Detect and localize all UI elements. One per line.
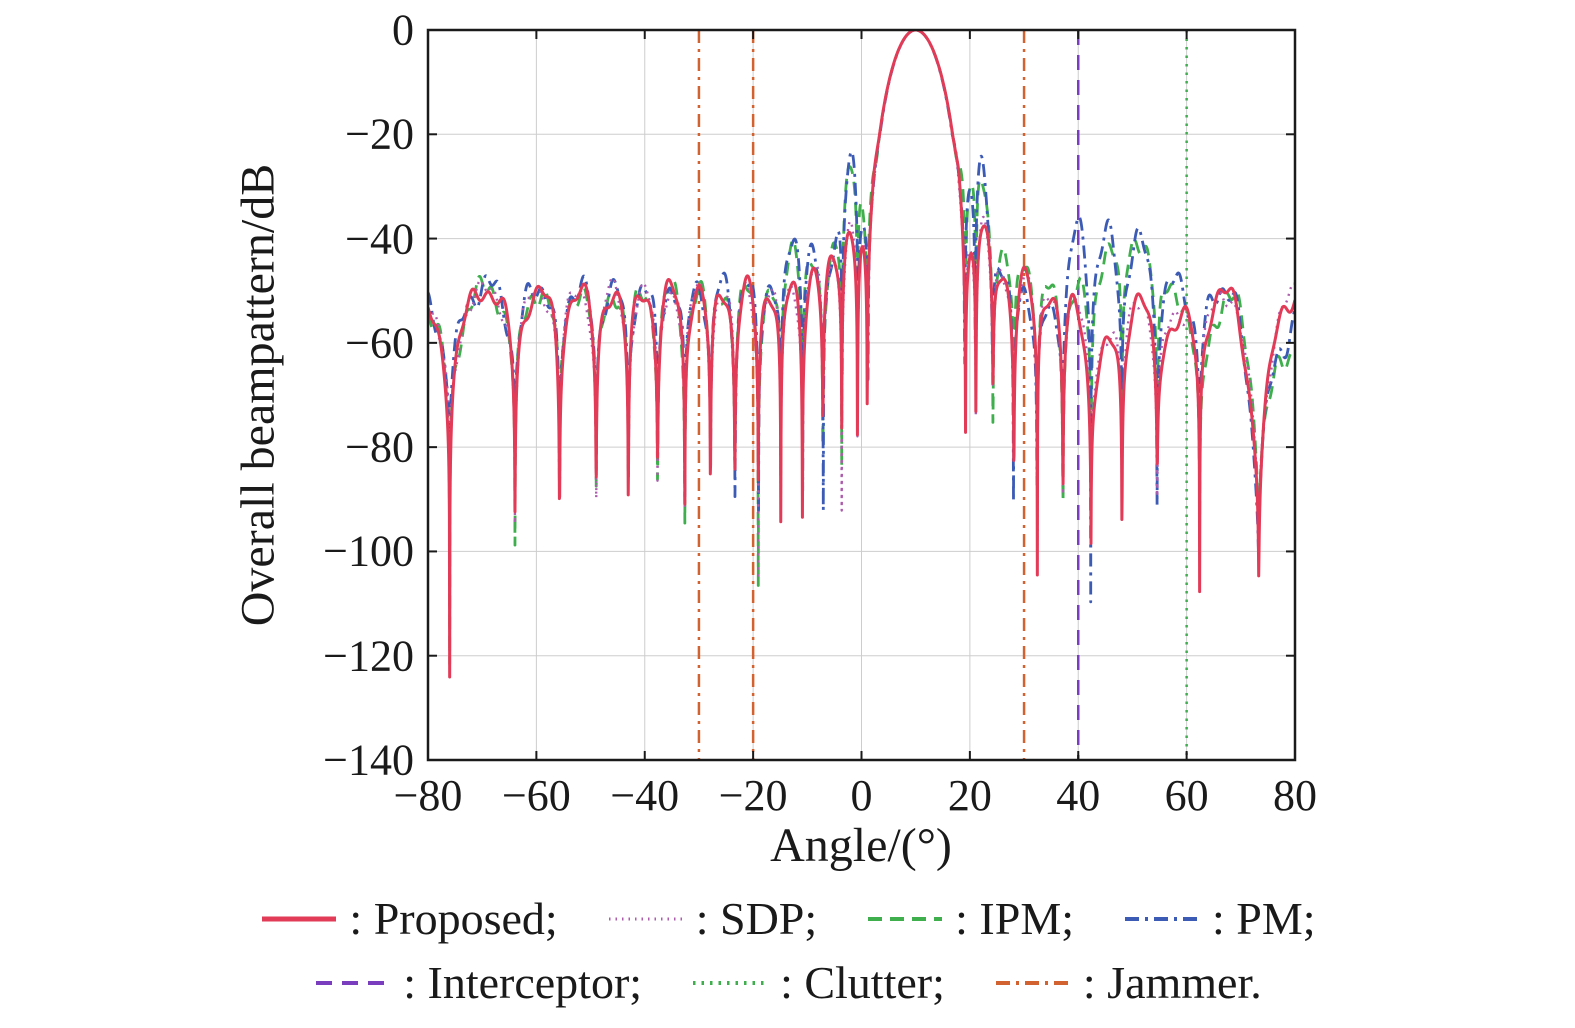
legend-item-interceptor: : Interceptor; xyxy=(313,956,642,1009)
legend-row: : Interceptor; : Clutter; : Jammer. xyxy=(0,950,1575,1014)
legend-line-sample-proposed xyxy=(262,916,337,922)
legend-line-sample-sdp xyxy=(608,917,683,921)
legend-line-sample-interceptor xyxy=(316,981,391,985)
legend-row: : Proposed; : SDP; : IPM; : PM; xyxy=(0,886,1575,950)
legend-label-clutter: : Clutter; xyxy=(780,956,945,1008)
legend-label-sdp: : SDP; xyxy=(695,892,818,944)
legend-line-sample-ipm xyxy=(868,917,943,921)
legend-line-sample-pm xyxy=(1125,917,1200,921)
y-axis-label: Overall beampattern/dB xyxy=(231,163,285,627)
legend-item-clutter: : Clutter; xyxy=(690,956,945,1009)
legend-label-pm: : PM; xyxy=(1212,892,1316,944)
x-axis-label: Angle/(°) xyxy=(770,819,952,872)
legend-item-ipm: : IPM; xyxy=(865,892,1074,945)
legend-line-sample-jammer xyxy=(995,981,1070,985)
legend-label-jammer: : Jammer. xyxy=(1082,956,1262,1008)
legend-line-sample-clutter xyxy=(693,981,768,985)
legend-item-proposed: : Proposed; xyxy=(259,892,558,945)
legend-label-proposed: : Proposed; xyxy=(349,892,558,944)
legend-label-interceptor: : Interceptor; xyxy=(403,956,643,1008)
legend-item-pm: : PM; xyxy=(1122,892,1316,945)
legend-item-jammer: : Jammer. xyxy=(993,956,1262,1009)
legend: : Proposed; : SDP; : IPM; : PM; : Intercepto… xyxy=(0,886,1575,1014)
legend-item-sdp: : SDP; xyxy=(606,892,817,945)
legend-label-ipm: : IPM; xyxy=(955,892,1075,944)
